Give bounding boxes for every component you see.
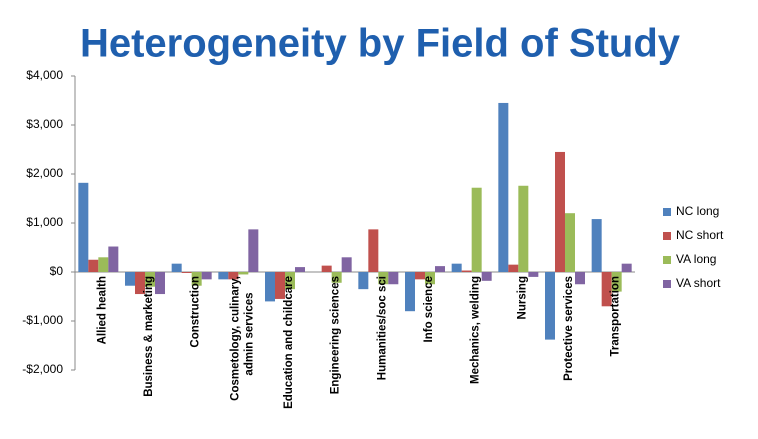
bar bbox=[228, 272, 239, 280]
bar bbox=[601, 272, 612, 307]
bar bbox=[135, 272, 145, 295]
x-tick-label: Cosmetology, culinary, admin services bbox=[229, 276, 255, 401]
bar bbox=[471, 187, 482, 272]
x-tick-label: Info science bbox=[423, 276, 435, 342]
bar bbox=[341, 257, 352, 272]
x-tick-label: Nursing bbox=[516, 276, 528, 319]
legend-label: NC short bbox=[676, 228, 724, 242]
bar bbox=[575, 272, 585, 285]
bar bbox=[275, 272, 285, 299]
legend-label: VA long bbox=[676, 252, 716, 266]
bar bbox=[331, 272, 342, 283]
bar bbox=[248, 229, 259, 272]
y-tick-label: $0 bbox=[50, 264, 64, 278]
y-tick-label: -$1,000 bbox=[22, 313, 63, 327]
bar bbox=[191, 272, 202, 286]
x-tick-label: Construction bbox=[190, 276, 202, 348]
bar bbox=[518, 185, 529, 272]
bar bbox=[108, 246, 119, 272]
x-tick-label: Transportation bbox=[610, 276, 622, 357]
bar bbox=[405, 272, 415, 312]
bar bbox=[265, 272, 275, 302]
x-tick-label: Education and childcare bbox=[283, 276, 295, 409]
bar bbox=[295, 267, 305, 272]
y-tick-label: $3,000 bbox=[26, 117, 63, 131]
bar bbox=[358, 272, 369, 290]
legend-swatch bbox=[663, 208, 671, 216]
bar bbox=[388, 272, 399, 285]
legend-swatch bbox=[663, 256, 671, 264]
bar bbox=[238, 272, 249, 275]
y-tick-label: $4,000 bbox=[26, 68, 63, 82]
bar bbox=[621, 263, 632, 272]
bar bbox=[425, 272, 435, 285]
bar bbox=[78, 182, 89, 272]
bar bbox=[171, 263, 182, 272]
y-tick-label: $1,000 bbox=[26, 215, 63, 229]
bar bbox=[98, 257, 109, 272]
bar bbox=[498, 102, 509, 272]
bar bbox=[508, 264, 519, 272]
bar bbox=[155, 272, 165, 295]
bar bbox=[378, 272, 389, 285]
x-tick-label: Business & marketing bbox=[143, 276, 155, 397]
bar bbox=[125, 272, 135, 286]
bar bbox=[555, 151, 565, 272]
bar bbox=[591, 219, 602, 272]
bar bbox=[528, 272, 539, 277]
bar bbox=[611, 272, 622, 292]
bar bbox=[218, 272, 229, 280]
legend-label: NC long bbox=[676, 204, 719, 218]
bar bbox=[415, 272, 425, 280]
y-tick-label: -$2,000 bbox=[22, 362, 63, 376]
bar bbox=[145, 272, 155, 287]
legend-swatch bbox=[663, 232, 671, 240]
legend-swatch bbox=[663, 280, 671, 288]
bar bbox=[545, 272, 555, 340]
y-tick-label: $2,000 bbox=[26, 166, 63, 180]
bar bbox=[181, 272, 192, 273]
legend-label: VA short bbox=[676, 276, 721, 290]
bar bbox=[88, 259, 99, 272]
x-tick-label: Engineering sciences bbox=[330, 276, 342, 394]
bar bbox=[368, 229, 379, 272]
bar bbox=[321, 265, 332, 272]
bar bbox=[285, 272, 295, 290]
bar bbox=[435, 266, 445, 272]
x-tick-label: Protective services bbox=[563, 276, 575, 381]
bar bbox=[461, 270, 472, 272]
x-tick-label: Mechanics, welding bbox=[470, 276, 482, 384]
bar bbox=[565, 213, 575, 272]
chart-title: Heterogeneity by Field of Study bbox=[80, 22, 681, 66]
bar bbox=[201, 272, 212, 280]
bar bbox=[451, 263, 462, 272]
x-tick-label: Humanities/soc sci bbox=[376, 276, 388, 380]
x-tick-label: Allied health bbox=[96, 276, 108, 344]
bar bbox=[481, 272, 492, 281]
